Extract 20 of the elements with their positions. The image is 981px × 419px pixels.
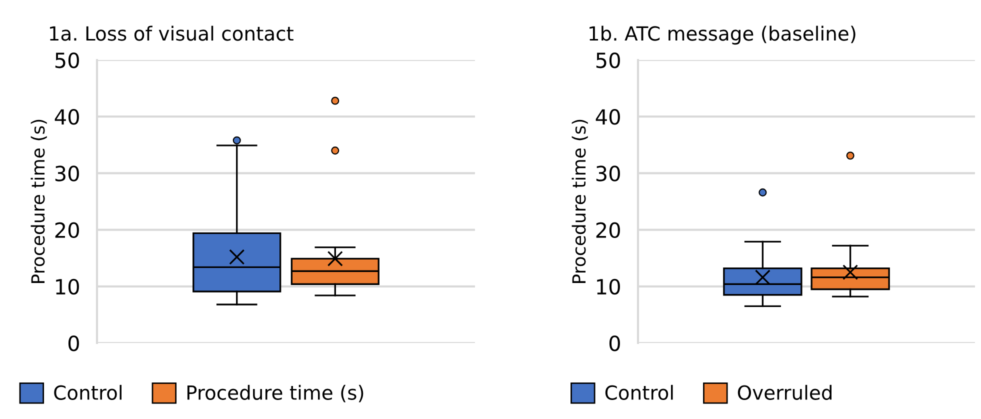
- y-axis-title: Procedure time (s): [572, 120, 588, 283]
- legend-label: Overruled: [738, 384, 832, 400]
- legend-label: Control: [605, 384, 673, 400]
- y-tick-label: 50: [596, 52, 620, 68]
- y-tick-label: 0: [609, 335, 620, 352]
- y-tick-label: 40: [596, 109, 620, 125]
- y-tick-label: 10: [56, 278, 79, 295]
- y-tick-label: 30: [55, 166, 79, 182]
- y-tick-label: 20: [55, 222, 79, 238]
- y-tick-label: 20: [596, 222, 620, 238]
- y-tick-label: 30: [596, 166, 620, 182]
- chart-title: 1a. Loss of visual contact: [50, 26, 294, 41]
- legend-label: Control: [54, 384, 122, 400]
- y-tick-label: 50: [55, 52, 79, 68]
- chart-title: 1b. ATC message (baseline): [590, 26, 856, 45]
- y-tick-label: 10: [597, 278, 620, 295]
- y-axis-title: Procedure time (s): [30, 120, 47, 283]
- legend-label: Procedure time (s): [187, 384, 364, 402]
- y-tick-label: 0: [68, 335, 79, 352]
- y-tick-label: 40: [54, 109, 79, 125]
